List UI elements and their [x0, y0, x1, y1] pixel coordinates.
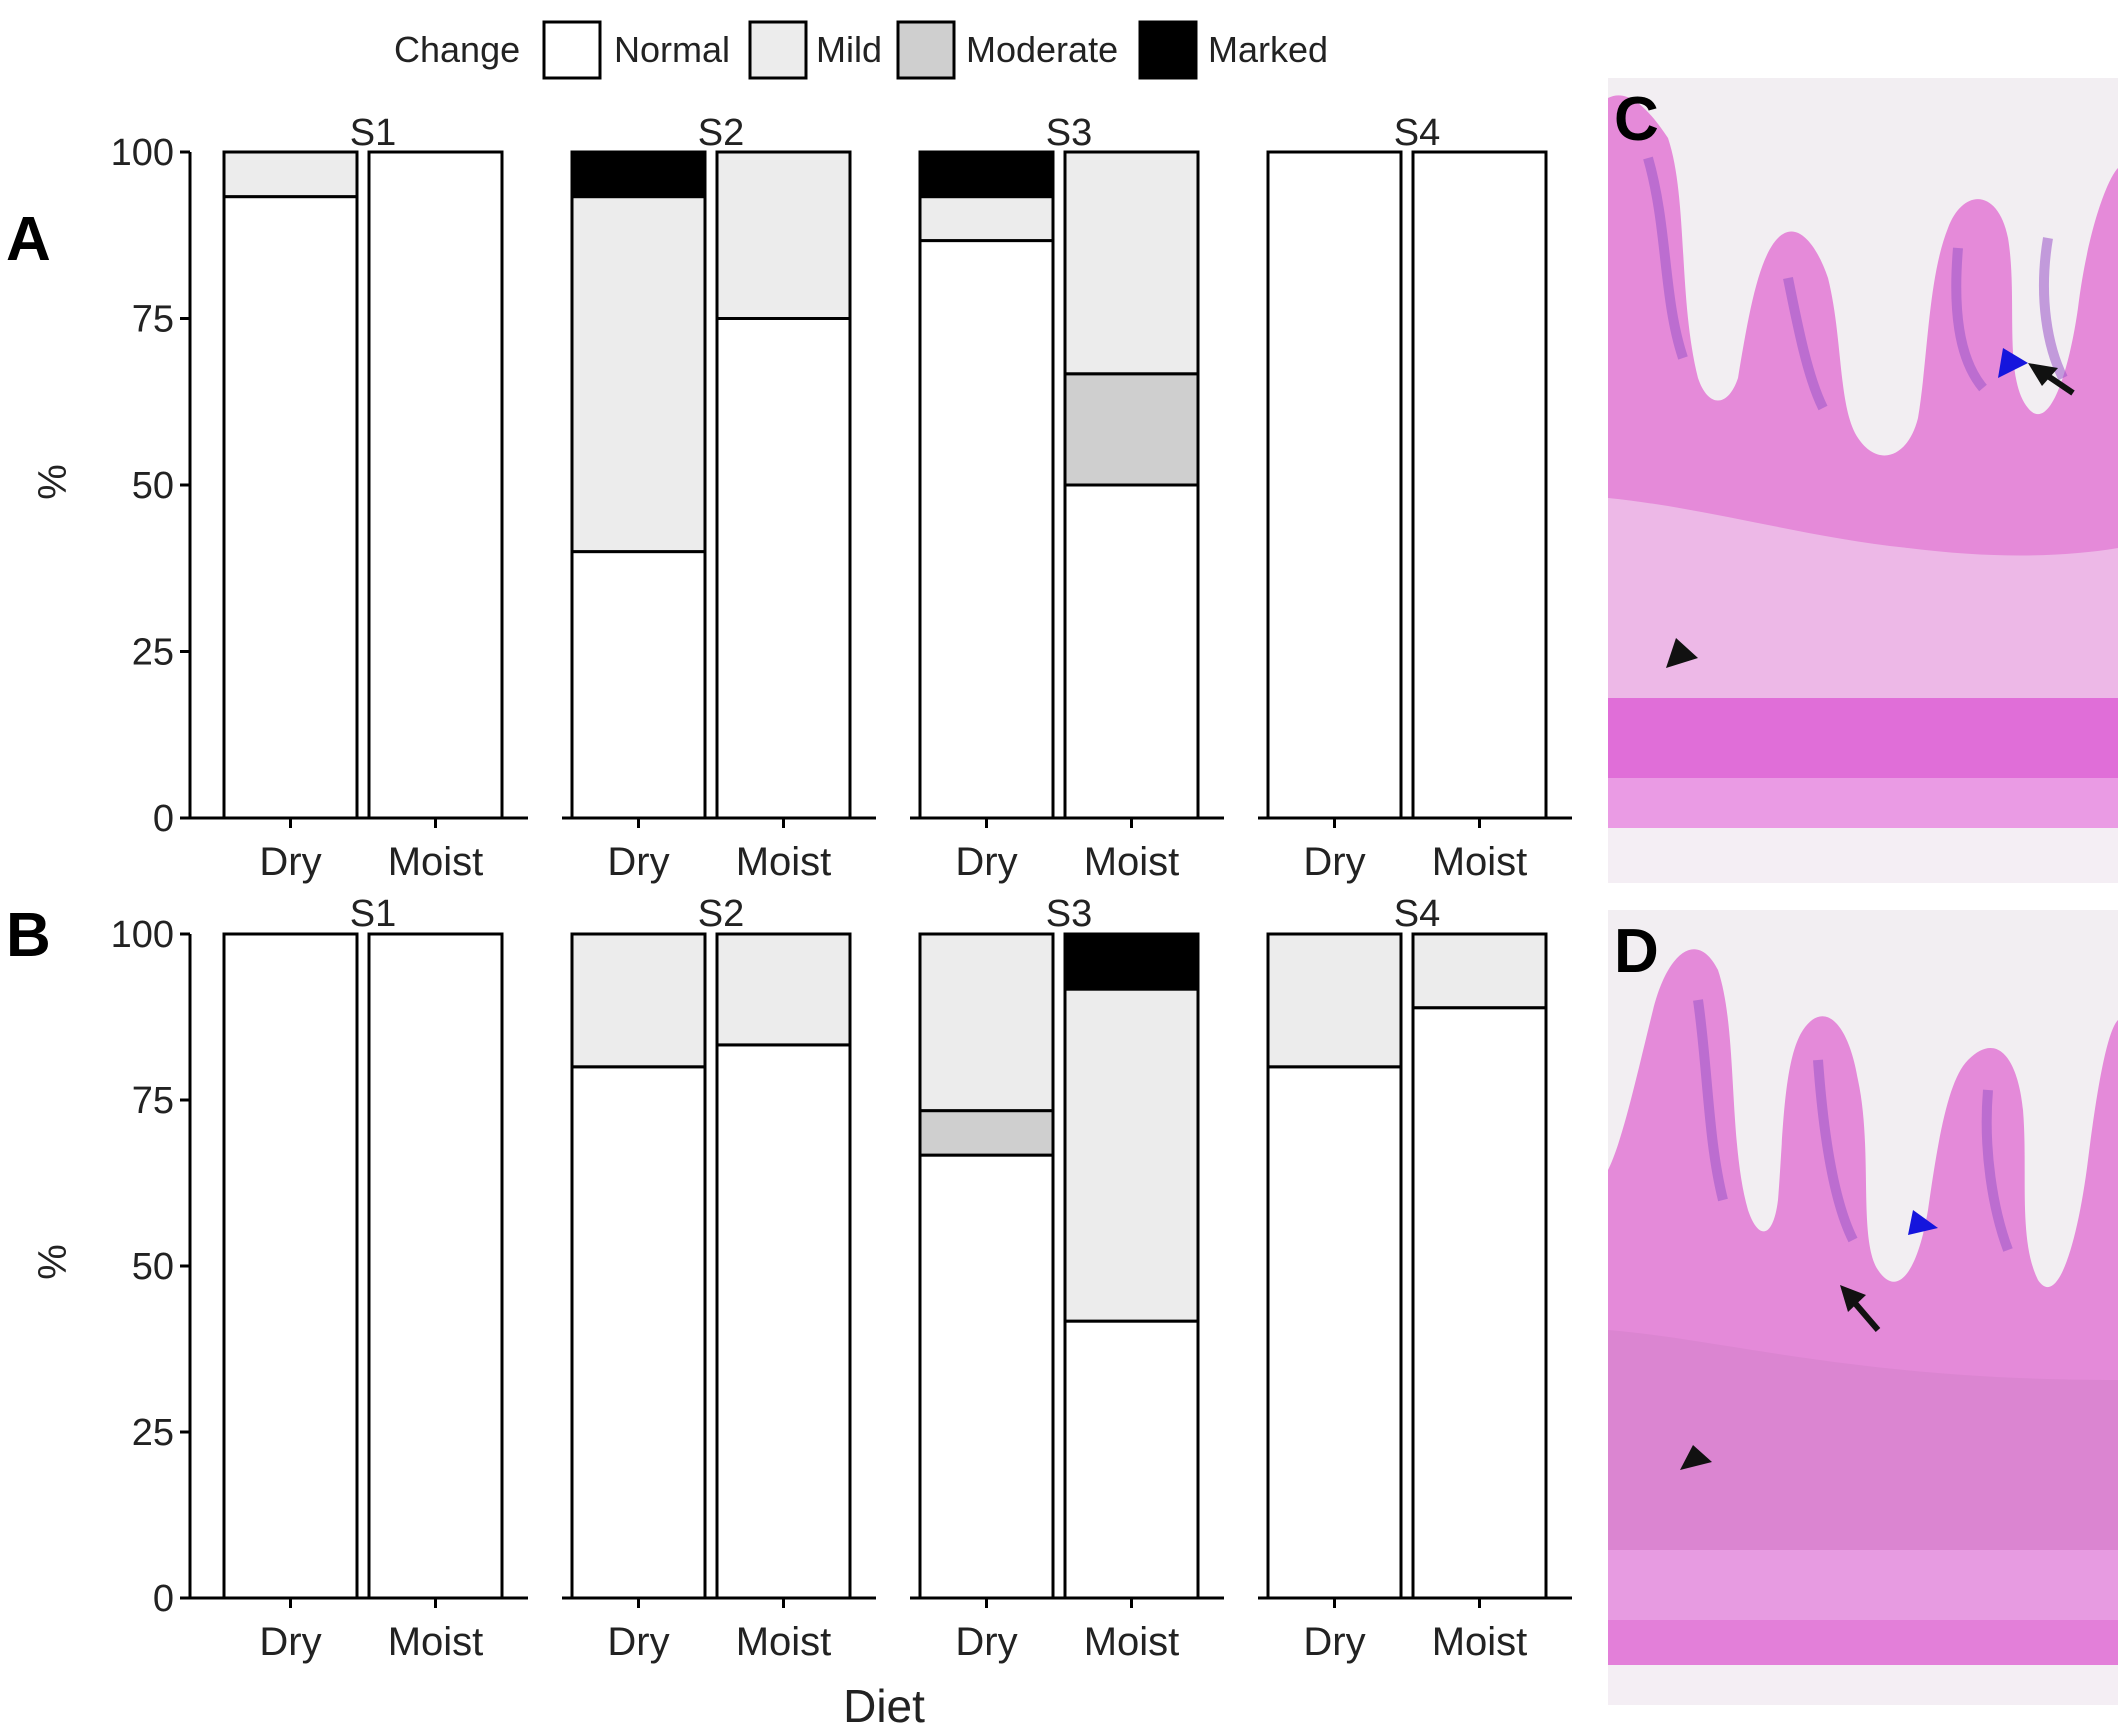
bar-segment-b-s4-moist-normal — [1411, 1006, 1548, 1600]
bar-segment-a-s3-dry-marked — [918, 150, 1055, 199]
bar-segment-a-s2-dry-marked — [570, 150, 707, 199]
x-tick-label-a-s1-moist: Moist — [388, 840, 484, 884]
y-tick-label-a-100: 100 — [111, 132, 174, 174]
legend-label-marked: Marked — [1208, 29, 1328, 70]
y-tick-label-b-100: 100 — [111, 914, 174, 956]
y-axis-title-b: % — [31, 1244, 75, 1280]
bar-segment-a-s3-moist-mild — [1063, 150, 1200, 376]
legend-swatch-normal — [542, 20, 602, 80]
facet-title-a-s3: S3 — [1046, 112, 1092, 154]
bar-segment-b-s4-moist-mild — [1411, 932, 1548, 1010]
y-tick-label-a-75: 75 — [132, 299, 174, 341]
bar-segment-b-s3-moist-mild — [1063, 987, 1200, 1323]
bar-segment-b-s2-dry-normal — [570, 1065, 707, 1600]
x-tick-label-b-s3-dry: Dry — [955, 1620, 1017, 1664]
panel-label-c: C — [1614, 85, 1659, 154]
facet-title-b-s1: S1 — [350, 893, 396, 935]
panel-label-d-wrap: D — [1614, 917, 1659, 986]
bar-segment-a-s1-dry-normal — [222, 195, 359, 820]
bar-segment-b-s3-dry-moderate — [918, 1109, 1055, 1157]
x-tick-label-b-s2-moist: Moist — [736, 1620, 832, 1664]
y-tick-label-a-50: 50 — [132, 465, 174, 507]
bar-segment-a-s1-moist-normal — [367, 150, 504, 820]
bar-segment-b-s2-moist-normal — [715, 1043, 852, 1600]
x-tick-label-a-s3-dry: Dry — [955, 840, 1017, 884]
x-tick-label-b-s4-dry: Dry — [1303, 1620, 1365, 1664]
y-tick-label-b-25: 25 — [132, 1412, 174, 1454]
bar-segment-b-s4-dry-normal — [1266, 1065, 1403, 1600]
x-tick-label-b-s1-dry: Dry — [259, 1620, 321, 1664]
bar-segment-a-s2-dry-normal — [570, 550, 707, 820]
facet-title-b-s3: S3 — [1046, 893, 1092, 935]
x-tick-label-b-s2-dry: Dry — [607, 1620, 669, 1664]
bar-segment-b-s3-dry-normal — [918, 1153, 1055, 1600]
x-tick-label-a-s2-moist: Moist — [736, 840, 832, 884]
legend-swatch-marked — [1138, 20, 1198, 80]
x-tick-label-b-s4-moist: Moist — [1432, 1620, 1528, 1664]
bar-segment-a-s4-moist-normal — [1411, 150, 1548, 820]
histology-image-d — [1608, 910, 2118, 1705]
bar-segment-a-s3-dry-mild — [918, 195, 1055, 243]
bar-segment-b-s3-moist-normal — [1063, 1319, 1200, 1600]
x-tick-label-a-s4-moist: Moist — [1432, 840, 1528, 884]
y-tick-label-a-25: 25 — [132, 632, 174, 674]
bar-segment-b-s4-dry-mild — [1266, 932, 1403, 1069]
panel-label-d: D — [1614, 917, 1659, 986]
facet-title-b-s4: S4 — [1394, 893, 1440, 935]
x-tick-label-a-s3-moist: Moist — [1084, 840, 1180, 884]
y-tick-label-a-0: 0 — [153, 798, 174, 840]
y-tick-label-b-0: 0 — [153, 1578, 174, 1620]
histology-image-c — [1608, 78, 2118, 883]
y-axis-title-a: % — [31, 464, 75, 500]
x-tick-label-b-s1-moist: Moist — [388, 1620, 484, 1664]
bar-segment-a-s2-moist-normal — [715, 317, 852, 820]
panel-label-c-wrap: C — [1614, 85, 1659, 154]
legend-title: Change — [394, 29, 520, 70]
legend-swatch-moderate — [896, 20, 956, 80]
bar-segment-b-s3-moist-marked — [1063, 932, 1200, 991]
legend: Change Normal Mild Moderate Marked — [394, 20, 1328, 80]
bar-segment-b-s1-dry-normal — [222, 932, 359, 1600]
chart-panel-a: 0 25 50 75 100 S1 Dry Moist S2 Dry Moist S3 Dry Moist… — [111, 112, 1572, 884]
bar-segment-b-s3-dry-mild — [918, 932, 1055, 1113]
facet-title-a-s1: S1 — [350, 112, 396, 154]
bar-segment-a-s3-moist-normal — [1063, 483, 1200, 820]
y-tick-label-b-75: 75 — [132, 1080, 174, 1122]
x-tick-label-a-s4-dry: Dry — [1303, 840, 1365, 884]
panel-label-a: A — [6, 205, 51, 274]
panel-label-b: B — [6, 901, 51, 970]
bar-segment-b-s1-moist-normal — [367, 932, 504, 1600]
bar-segment-a-s2-dry-mild — [570, 195, 707, 554]
bar-segment-b-s2-moist-mild — [715, 932, 852, 1047]
y-tick-label-b-50: 50 — [132, 1246, 174, 1288]
bar-segment-b-s2-dry-mild — [570, 932, 707, 1069]
x-tick-label-b-s3-moist: Moist — [1084, 1620, 1180, 1664]
bar-segment-a-s2-moist-mild — [715, 150, 852, 320]
x-tick-label-a-s2-dry: Dry — [607, 840, 669, 884]
bar-segment-a-s1-dry-mild — [222, 150, 359, 199]
x-tick-label-a-s1-dry: Dry — [259, 840, 321, 884]
facet-title-b-s2: S2 — [698, 893, 744, 935]
facet-title-a-s4: S4 — [1394, 112, 1440, 154]
bar-segment-a-s3-moist-moderate — [1063, 372, 1200, 487]
bar-segment-a-s3-dry-normal — [918, 239, 1055, 820]
x-axis-title: Diet — [843, 1680, 925, 1732]
legend-swatch-mild — [748, 20, 808, 80]
facet-title-a-s2: S2 — [698, 112, 744, 154]
legend-label-mild: Mild — [816, 29, 882, 70]
legend-label-normal: Normal — [614, 29, 730, 70]
legend-label-moderate: Moderate — [966, 29, 1118, 70]
bar-segment-a-s4-dry-normal — [1266, 150, 1403, 820]
chart-panel-b: 0 25 50 75 100 S1 Dry Moist S2 Dry Moist S3 Dry Moist… — [111, 893, 1572, 1664]
